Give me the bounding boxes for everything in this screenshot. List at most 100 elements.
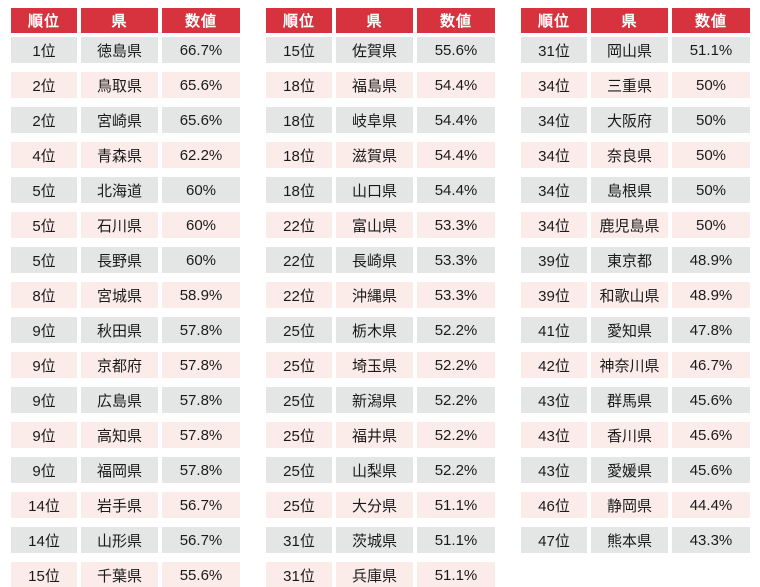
table-row: 14位 山形県 56.7%: [11, 527, 240, 553]
rank-cell: 39位: [521, 282, 587, 308]
rank-cell: 5位: [11, 212, 77, 238]
table-row: 22位 沖縄県 53.3%: [266, 282, 495, 308]
table-row: 25位 大分県 51.1%: [266, 492, 495, 518]
prefecture-cell: 奈良県: [591, 142, 668, 168]
table-row: 43位 群馬県 45.6%: [521, 387, 750, 413]
prefecture-cell: 沖縄県: [336, 282, 413, 308]
prefecture-cell: 高知県: [81, 422, 158, 448]
table-row: 9位 福岡県 57.8%: [11, 457, 240, 483]
rank-cell: 18位: [266, 72, 332, 98]
table-row: 25位 山梨県 52.2%: [266, 457, 495, 483]
value-cell: 52.2%: [417, 457, 495, 483]
table-row: 39位 東京都 48.9%: [521, 247, 750, 273]
rank-cell: 9位: [11, 422, 77, 448]
rank-cell: 47位: [521, 527, 587, 553]
value-cell: 52.2%: [417, 387, 495, 413]
prefecture-cell: 鳥取県: [81, 72, 158, 98]
rank-cell: 8位: [11, 282, 77, 308]
rank-cell: 34位: [521, 107, 587, 133]
value-cell: 53.3%: [417, 212, 495, 238]
rank-cell: 43位: [521, 387, 587, 413]
value-cell: 51.1%: [417, 527, 495, 553]
table-row: 25位 新潟県 52.2%: [266, 387, 495, 413]
rank-cell: 9位: [11, 317, 77, 343]
rank-cell: 34位: [521, 142, 587, 168]
table-row: 9位 京都府 57.8%: [11, 352, 240, 378]
prefecture-cell: 山梨県: [336, 457, 413, 483]
table-row: 46位 静岡県 44.4%: [521, 492, 750, 518]
value-cell: 57.8%: [162, 317, 240, 343]
ranking-table-3: 順位 県 数値 31位 岡山県 51.1% 34位 三重県 50% 34位 大阪府 50% 34位…: [521, 8, 750, 587]
header-cell-pref: 県: [81, 8, 158, 33]
value-cell: 66.7%: [162, 37, 240, 63]
value-cell: 55.6%: [417, 37, 495, 63]
table-body-2: 15位 佐賀県 55.6% 18位 福島県 54.4% 18位 岐阜県 54.4% 18位 滋賀県 5…: [266, 37, 495, 587]
rank-cell: 15位: [266, 37, 332, 63]
prefecture-cell: 秋田県: [81, 317, 158, 343]
table-row: 31位 兵庫県 51.1%: [266, 562, 495, 587]
prefecture-cell: 佐賀県: [336, 37, 413, 63]
rank-cell: 41位: [521, 317, 587, 343]
header-cell-value: 数値: [672, 8, 750, 33]
rank-cell: 43位: [521, 457, 587, 483]
table-body-3: 31位 岡山県 51.1% 34位 三重県 50% 34位 大阪府 50% 34位 奈良県 50% 34…: [521, 37, 750, 553]
header-row: 順位 県 数値: [521, 8, 750, 33]
value-cell: 51.1%: [672, 37, 750, 63]
value-cell: 65.6%: [162, 107, 240, 133]
header-row: 順位 県 数値: [11, 8, 240, 33]
value-cell: 56.7%: [162, 527, 240, 553]
value-cell: 56.7%: [162, 492, 240, 518]
rank-cell: 22位: [266, 247, 332, 273]
header-cell-rank: 順位: [266, 8, 332, 33]
value-cell: 60%: [162, 177, 240, 203]
table-row: 15位 千葉県 55.6%: [11, 562, 240, 587]
prefecture-cell: 三重県: [591, 72, 668, 98]
value-cell: 45.6%: [672, 457, 750, 483]
ranking-table-1: 順位 県 数値 1位 徳島県 66.7% 2位 鳥取県 65.6% 2位 宮崎県 65.6% 4位…: [11, 8, 240, 587]
rank-cell: 2位: [11, 107, 77, 133]
prefecture-cell: 宮城県: [81, 282, 158, 308]
prefecture-cell: 埼玉県: [336, 352, 413, 378]
value-cell: 54.4%: [417, 177, 495, 203]
rank-cell: 34位: [521, 212, 587, 238]
rank-cell: 14位: [11, 492, 77, 518]
value-cell: 45.6%: [672, 387, 750, 413]
prefecture-cell: 愛知県: [591, 317, 668, 343]
value-cell: 60%: [162, 212, 240, 238]
table-row: 43位 愛媛県 45.6%: [521, 457, 750, 483]
rank-cell: 34位: [521, 177, 587, 203]
table-row: 1位 徳島県 66.7%: [11, 37, 240, 63]
prefecture-cell: 東京都: [591, 247, 668, 273]
rank-cell: 31位: [266, 527, 332, 553]
rank-cell: 25位: [266, 457, 332, 483]
value-cell: 57.8%: [162, 422, 240, 448]
table-row: 25位 福井県 52.2%: [266, 422, 495, 448]
prefecture-cell: 岐阜県: [336, 107, 413, 133]
table-row: 2位 鳥取県 65.6%: [11, 72, 240, 98]
rank-cell: 25位: [266, 387, 332, 413]
value-cell: 58.9%: [162, 282, 240, 308]
rank-cell: 9位: [11, 387, 77, 413]
table-row: 9位 広島県 57.8%: [11, 387, 240, 413]
table-row: 34位 鹿児島県 50%: [521, 212, 750, 238]
prefecture-cell: 岩手県: [81, 492, 158, 518]
prefecture-cell: 大分県: [336, 492, 413, 518]
prefecture-cell: 和歌山県: [591, 282, 668, 308]
value-cell: 54.4%: [417, 142, 495, 168]
ranking-table-2: 順位 県 数値 15位 佐賀県 55.6% 18位 福島県 54.4% 18位 岐阜県 54.4…: [266, 8, 495, 587]
value-cell: 57.8%: [162, 387, 240, 413]
prefecture-cell: 香川県: [591, 422, 668, 448]
header-cell-pref: 県: [336, 8, 413, 33]
header-cell-pref: 県: [591, 8, 668, 33]
prefecture-cell: 長崎県: [336, 247, 413, 273]
prefecture-cell: 茨城県: [336, 527, 413, 553]
rank-cell: 42位: [521, 352, 587, 378]
table-row: 39位 和歌山県 48.9%: [521, 282, 750, 308]
table-row: 25位 栃木県 52.2%: [266, 317, 495, 343]
value-cell: 65.6%: [162, 72, 240, 98]
rank-cell: 9位: [11, 352, 77, 378]
prefecture-cell: 滋賀県: [336, 142, 413, 168]
value-cell: 57.8%: [162, 457, 240, 483]
prefecture-cell: 山口県: [336, 177, 413, 203]
table-row: 18位 岐阜県 54.4%: [266, 107, 495, 133]
